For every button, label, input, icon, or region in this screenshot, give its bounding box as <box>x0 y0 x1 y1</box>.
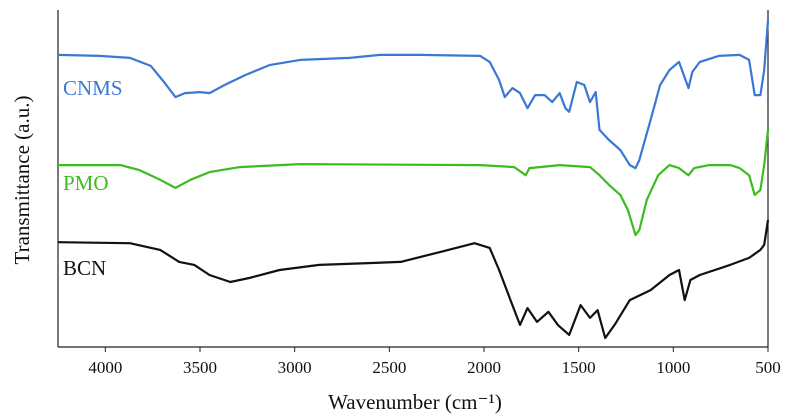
x-tick-label: 1000 <box>656 358 690 377</box>
series-line <box>57 20 770 170</box>
x-tick-label: 2500 <box>372 358 406 377</box>
x-tick-label: 4000 <box>88 358 122 377</box>
series-label: BCN <box>63 256 106 280</box>
series-label: PMO <box>63 171 109 195</box>
x-tick-label: 500 <box>755 358 781 377</box>
x-tick-label: 1500 <box>562 358 596 377</box>
series-label: CNMS <box>63 76 123 100</box>
series-line <box>58 129 770 237</box>
x-tick-label: 3500 <box>183 358 217 377</box>
y-axis-title: Transmittance (a.u.) <box>10 96 34 265</box>
x-axis-title: Wavenumber (cm⁻¹) <box>328 390 502 414</box>
series-line <box>57 219 770 340</box>
x-tick-label: 3000 <box>278 358 312 377</box>
x-tick-label: 2000 <box>467 358 501 377</box>
